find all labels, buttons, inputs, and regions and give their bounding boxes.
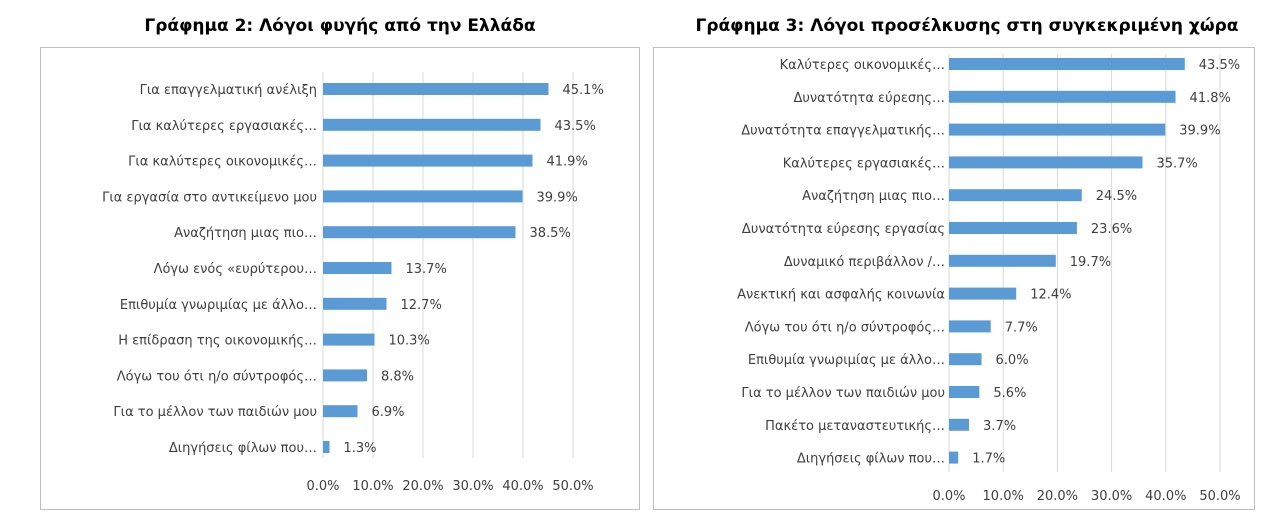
chart-title-left: Γράφημα 2: Λόγοι φυγής από την Ελλάδα bbox=[144, 16, 536, 36]
right-category-label: Δυνατότητα εύρεσης… bbox=[793, 91, 945, 106]
right-bar bbox=[949, 386, 980, 398]
right-category-label: Καλύτερες εργασιακές… bbox=[783, 156, 945, 171]
right-data-label: 6.0% bbox=[996, 353, 1029, 368]
left-bar bbox=[323, 369, 367, 382]
right-x-tick-label: 40.0% bbox=[1145, 489, 1186, 504]
right-bar bbox=[949, 451, 959, 464]
left-data-label: 43.5% bbox=[555, 119, 596, 134]
right-x-tick-label: 30.0% bbox=[1091, 489, 1132, 504]
left-bar bbox=[323, 333, 375, 346]
left-bar bbox=[323, 190, 523, 203]
left-bar bbox=[323, 297, 387, 310]
left-x-tick-label: 30.0% bbox=[452, 479, 493, 494]
left-x-tick-label: 50.0% bbox=[552, 479, 593, 494]
right-bar bbox=[949, 254, 1056, 267]
chart-frame-left: 0.0% 10.0% 20.0% 30.0% 40.0% 50.0% Για επαγγελ… bbox=[40, 47, 640, 510]
right-data-label: 5.6% bbox=[993, 386, 1026, 401]
right-data-label: 41.8% bbox=[1190, 91, 1231, 106]
right-data-label: 23.6% bbox=[1091, 222, 1132, 237]
left-category-label: Επιθυμία γνωριμίας με άλλο… bbox=[120, 298, 317, 313]
left-data-label: 39.9% bbox=[537, 190, 578, 205]
right-bar bbox=[949, 58, 1185, 70]
left-category-label: Για εργασία στο αντικείμενο μου bbox=[102, 190, 317, 205]
right-data-label: 3.7% bbox=[983, 419, 1016, 434]
right-category-label: Δυνατότητα εύρεσης εργασίας bbox=[742, 222, 945, 237]
chart-frame-right: 0.0% 10.0% 20.0% 30.0% 40.0% 50.0% Καλύτερες ο… bbox=[653, 47, 1255, 510]
right-x-tick-label: 20.0% bbox=[1037, 489, 1078, 504]
right-bar bbox=[949, 189, 1082, 202]
right-category-label: Διηγήσεις φίλων που… bbox=[797, 452, 945, 467]
left-category-label: Για καλύτερες εργασιακές… bbox=[131, 119, 317, 134]
right-category-label: Δυναμικό περιβάλλον /… bbox=[784, 255, 945, 270]
left-data-label: 12.7% bbox=[401, 298, 442, 313]
bar-chart-right: 0.0% 10.0% 20.0% 30.0% 40.0% 50.0% Καλύτερες ο… bbox=[737, 54, 1241, 504]
right-bar bbox=[949, 90, 1176, 103]
left-category-label: Η επίδραση της οικονομικής… bbox=[118, 334, 317, 349]
left-category-label: Για καλύτερες οικονομικές… bbox=[128, 155, 317, 170]
right-category-label: Λόγω του ότι η/ο σύντροφός… bbox=[745, 320, 945, 335]
left-bar bbox=[323, 405, 358, 418]
left-x-tick-label: 10.0% bbox=[352, 479, 393, 494]
right-bar bbox=[949, 320, 991, 333]
right-bar bbox=[949, 353, 982, 366]
left-bar bbox=[323, 154, 533, 167]
left-category-label: Αναζήτηση μιας πιο… bbox=[174, 226, 317, 241]
left-data-label: 10.3% bbox=[389, 334, 430, 349]
bar-chart-left: 0.0% 10.0% 20.0% 30.0% 40.0% 50.0% Για επαγγελ… bbox=[102, 72, 604, 494]
left-data-label: 45.1% bbox=[563, 83, 604, 98]
right-category-label: Καλύτερες οικονομικές… bbox=[780, 58, 945, 73]
right-data-label: 24.5% bbox=[1096, 189, 1137, 204]
right-x-tick-label: 10.0% bbox=[983, 489, 1024, 504]
left-data-label: 13.7% bbox=[406, 262, 447, 277]
left-bar bbox=[323, 118, 541, 131]
right-bar bbox=[949, 287, 1017, 300]
left-category-label: Διηγήσεις φίλων που… bbox=[169, 441, 317, 456]
right-data-label: 43.5% bbox=[1199, 58, 1240, 73]
left-data-label: 8.8% bbox=[381, 369, 414, 384]
left-x-tick-label: 40.0% bbox=[502, 479, 543, 494]
left-data-label: 6.9% bbox=[372, 405, 405, 420]
right-category-label: Για το μέλλον των παιδιών μου bbox=[741, 386, 945, 401]
left-bar bbox=[323, 262, 392, 274]
right-category-label: Δυνατότητα επαγγελματικής… bbox=[741, 124, 945, 139]
left-category-label: Λόγω του ότι η/ο σύντροφός… bbox=[117, 369, 317, 384]
left-category-label: Για επαγγελματική ανέλιξη bbox=[140, 83, 317, 98]
left-data-label: 41.9% bbox=[547, 155, 588, 170]
left-data-label: 38.5% bbox=[530, 226, 571, 241]
right-data-label: 19.7% bbox=[1070, 255, 1111, 270]
right-category-label: Πακέτο μεταναστευτικής… bbox=[765, 419, 945, 434]
right-bar bbox=[949, 222, 1077, 234]
left-bar bbox=[323, 83, 549, 95]
right-bar bbox=[949, 123, 1166, 136]
right-data-label: 35.7% bbox=[1156, 156, 1197, 171]
right-category-label: Αναζήτηση μιας πιο… bbox=[802, 189, 945, 204]
right-category-label: Επιθυμία γνωριμίας με άλλο… bbox=[748, 353, 945, 368]
left-data-label: 1.3% bbox=[344, 441, 377, 456]
right-data-label: 12.4% bbox=[1030, 288, 1071, 303]
right-data-label: 1.7% bbox=[972, 452, 1005, 467]
right-x-tick-label: 0.0% bbox=[932, 489, 965, 504]
right-bar bbox=[949, 418, 970, 431]
left-bar bbox=[323, 441, 330, 453]
left-x-tick-label: 20.0% bbox=[402, 479, 443, 494]
left-bar bbox=[323, 226, 516, 239]
right-category-label: Ανεκτική και ασφαλής κοινωνία bbox=[737, 288, 945, 303]
right-data-label: 7.7% bbox=[1005, 320, 1038, 335]
left-category-label: Για το μέλλον των παιδιών μου bbox=[113, 405, 317, 420]
left-x-tick-label: 0.0% bbox=[306, 479, 339, 494]
right-data-label: 39.9% bbox=[1179, 124, 1220, 139]
left-category-label: Λόγω ενός «ευρύτερου… bbox=[154, 262, 317, 277]
chart-title-right: Γράφημα 3: Λόγοι προσέλκυσης στη συγκεκρ… bbox=[695, 16, 1239, 36]
right-bar bbox=[949, 156, 1143, 169]
right-x-tick-label: 50.0% bbox=[1199, 489, 1240, 504]
